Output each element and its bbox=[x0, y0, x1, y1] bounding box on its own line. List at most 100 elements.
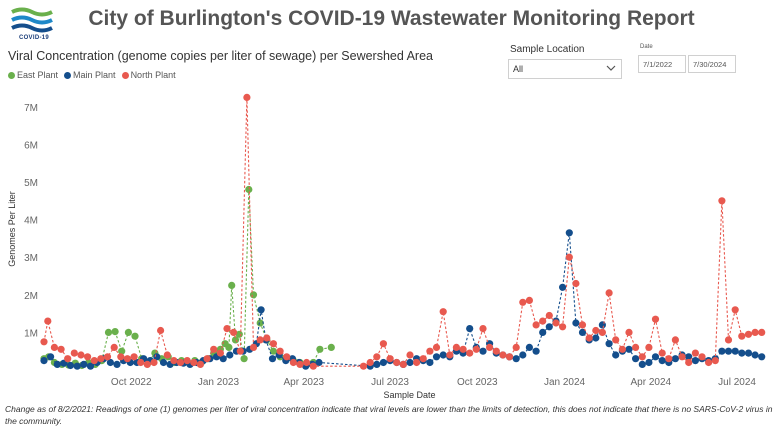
legend-dot-east bbox=[8, 71, 15, 79]
data-point-north bbox=[243, 93, 251, 101]
data-point-north bbox=[77, 351, 85, 359]
data-point-north bbox=[90, 357, 98, 365]
data-point-north bbox=[419, 355, 427, 363]
data-point-east bbox=[118, 347, 126, 355]
legend-item-east[interactable]: East Plant bbox=[8, 70, 58, 80]
data-point-north bbox=[163, 351, 171, 359]
data-point-main bbox=[724, 347, 733, 355]
sample-location-value: All bbox=[513, 64, 524, 74]
data-point-north bbox=[552, 319, 560, 327]
data-point-north bbox=[249, 343, 258, 351]
logo-caption: COVID-19 bbox=[18, 35, 50, 41]
data-point-main bbox=[578, 328, 587, 336]
data-point-east bbox=[249, 291, 258, 299]
data-point-north bbox=[359, 362, 368, 370]
data-point-main bbox=[479, 347, 487, 355]
data-point-main bbox=[406, 358, 414, 367]
data-point-north bbox=[203, 355, 211, 363]
x-tick-label: Jan 2024 bbox=[544, 377, 586, 388]
data-point-main bbox=[268, 355, 277, 363]
data-point-main bbox=[751, 351, 759, 359]
date-start-input[interactable]: 7/1/2022 bbox=[638, 55, 686, 73]
data-point-main bbox=[73, 362, 81, 370]
data-point-main bbox=[612, 351, 620, 359]
data-point-north bbox=[130, 353, 138, 361]
x-tick-label: Apr 2023 bbox=[283, 377, 324, 388]
data-point-main bbox=[738, 349, 746, 357]
legend-item-main[interactable]: Main Plant bbox=[64, 70, 116, 80]
data-point-north bbox=[256, 336, 264, 344]
data-point-main bbox=[532, 347, 540, 355]
legend-item-north[interactable]: North Plant bbox=[121, 70, 176, 80]
data-point-north bbox=[711, 357, 719, 365]
y-tick-label: 7M bbox=[24, 103, 38, 114]
data-point-east bbox=[104, 328, 113, 336]
data-point-main bbox=[632, 355, 640, 363]
data-point-north bbox=[671, 336, 680, 344]
data-point-north bbox=[386, 355, 394, 363]
data-point-main bbox=[66, 361, 75, 370]
series-north bbox=[40, 93, 766, 370]
data-point-north bbox=[406, 351, 414, 359]
date-end-input[interactable]: 7/30/2024 bbox=[688, 55, 736, 73]
data-point-north bbox=[559, 323, 567, 331]
data-point-main bbox=[645, 358, 653, 367]
data-point-north bbox=[452, 343, 460, 351]
data-point-north bbox=[190, 358, 198, 367]
x-tick-label: Jul 2023 bbox=[371, 377, 409, 388]
sample-location-label: Sample Location bbox=[510, 44, 585, 55]
sample-location-select[interactable]: All bbox=[508, 59, 622, 79]
data-point-north bbox=[472, 345, 480, 353]
series-line-main bbox=[43, 232, 762, 367]
y-tick-label: 4M bbox=[24, 216, 38, 227]
x-tick-label: Apr 2024 bbox=[630, 377, 671, 388]
data-point-north bbox=[505, 353, 514, 361]
data-point-north bbox=[651, 315, 660, 323]
data-point-east bbox=[124, 328, 132, 336]
chart-title: Viral Concentration (genome copies per l… bbox=[8, 49, 433, 63]
data-point-north bbox=[572, 279, 580, 288]
data-point-north bbox=[230, 328, 238, 336]
data-point-north bbox=[585, 334, 593, 342]
legend-label-main: Main Plant bbox=[73, 70, 116, 80]
data-point-main bbox=[539, 328, 547, 336]
data-point-main bbox=[572, 319, 580, 327]
data-point-north bbox=[263, 334, 271, 342]
data-point-north bbox=[210, 345, 218, 353]
data-point-north bbox=[492, 347, 500, 355]
data-point-north bbox=[459, 345, 467, 353]
plot-area bbox=[40, 93, 766, 370]
x-tick-label: Jan 2023 bbox=[198, 377, 240, 388]
data-point-north bbox=[724, 336, 733, 344]
data-point-east bbox=[131, 332, 139, 340]
y-tick-label: 1M bbox=[24, 328, 38, 339]
series-line-north bbox=[43, 97, 762, 367]
data-point-main bbox=[651, 353, 660, 361]
data-point-main bbox=[432, 353, 441, 361]
data-point-main bbox=[439, 351, 447, 359]
data-point-main bbox=[86, 362, 95, 370]
data-point-north bbox=[379, 340, 387, 348]
data-point-north bbox=[519, 298, 527, 306]
data-point-main bbox=[605, 340, 613, 348]
data-point-north bbox=[373, 353, 381, 361]
data-point-north bbox=[176, 358, 185, 367]
data-point-main bbox=[718, 347, 726, 355]
data-point-north bbox=[223, 325, 231, 333]
data-point-north bbox=[678, 353, 686, 361]
legend-dot-north bbox=[121, 71, 129, 79]
data-point-north bbox=[612, 336, 620, 344]
series-east bbox=[40, 185, 335, 370]
data-point-north bbox=[196, 360, 204, 368]
data-point-main bbox=[731, 347, 739, 355]
data-point-main bbox=[519, 351, 527, 359]
data-point-north bbox=[466, 349, 474, 357]
data-point-north bbox=[718, 197, 726, 205]
data-point-north bbox=[539, 317, 547, 325]
x-tick-label: Oct 2023 bbox=[457, 377, 498, 388]
data-point-north bbox=[512, 343, 520, 351]
data-point-north bbox=[183, 357, 191, 365]
data-point-north bbox=[393, 358, 401, 367]
data-point-main bbox=[559, 283, 567, 291]
y-tick-label: 5M bbox=[24, 178, 38, 189]
